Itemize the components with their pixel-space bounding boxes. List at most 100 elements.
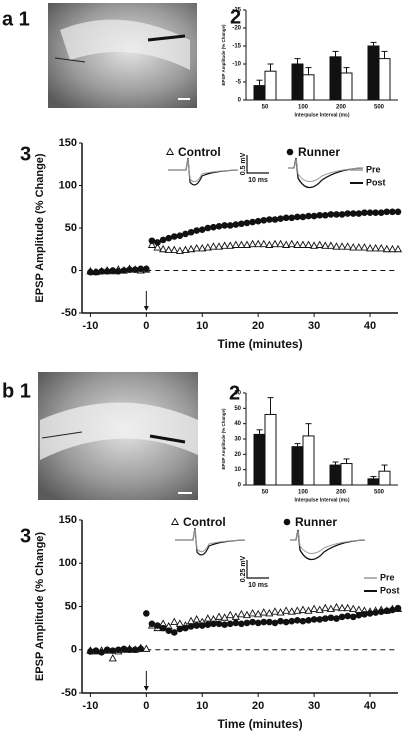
- x-tick-label: 20: [252, 320, 264, 332]
- data-point: [192, 243, 201, 252]
- data-point: [377, 243, 386, 252]
- legend-marker: [283, 518, 291, 526]
- data-point: [282, 214, 290, 222]
- photo-detail: [40, 402, 198, 460]
- data-point: [221, 621, 228, 628]
- y-tick-label: 150: [59, 514, 77, 526]
- post-label: Post: [380, 585, 400, 595]
- stimulus-arrowhead: [143, 686, 149, 691]
- data-point: [193, 227, 200, 234]
- y-tick-label: 60: [234, 391, 241, 397]
- data-point: [271, 619, 279, 627]
- data-point: [249, 618, 256, 626]
- data-point: [142, 644, 151, 652]
- x-tick-label: -10: [82, 320, 98, 332]
- data-point: [108, 653, 117, 662]
- data-point: [361, 610, 368, 618]
- data-point: [193, 622, 200, 629]
- scale-x-label: 10 ms: [248, 177, 268, 184]
- data-point: [355, 611, 363, 619]
- bar: [291, 446, 304, 486]
- legend-label: Runner: [298, 145, 340, 159]
- x-axis-label: Time (minutes): [217, 337, 302, 351]
- photo-detail: [60, 19, 190, 70]
- y-tick-label: 0: [238, 98, 242, 104]
- x-tick-label: 10: [196, 320, 208, 332]
- data-point: [182, 230, 189, 238]
- scale-bar: [246, 155, 269, 174]
- data-point: [254, 239, 263, 248]
- data-point: [231, 240, 240, 248]
- data-point: [115, 646, 122, 654]
- data-point: [249, 218, 256, 226]
- y-tick-label: 0: [71, 264, 77, 276]
- data-point: [209, 242, 218, 250]
- data-point: [254, 609, 263, 618]
- data-point: [282, 606, 291, 614]
- data-point: [394, 208, 402, 216]
- bar: [264, 413, 277, 486]
- data-point: [282, 618, 290, 626]
- data-point: [175, 246, 184, 254]
- x-tick-label: 0: [143, 320, 149, 332]
- y-axis-label: EPSP Amplitude (% Change): [221, 408, 226, 470]
- data-point: [98, 649, 105, 656]
- data-point: [316, 211, 323, 219]
- data-point: [299, 213, 307, 221]
- data-point: [221, 222, 228, 229]
- data-point: [131, 266, 139, 273]
- data-point: [389, 208, 396, 216]
- data-point: [277, 617, 284, 625]
- data-point: [170, 245, 179, 254]
- legend-label: Runner: [295, 515, 337, 529]
- y-tick-label: -20: [232, 26, 241, 32]
- data-point: [137, 645, 145, 653]
- y-axis-label: EPSP Amplitude (% Change): [34, 153, 46, 302]
- y-tick-label: 30: [234, 437, 241, 443]
- data-point: [338, 603, 347, 612]
- data-point: [305, 212, 312, 220]
- data-point: [237, 240, 246, 248]
- bar: [329, 56, 342, 101]
- data-point: [349, 613, 357, 621]
- y-tick-label: 50: [234, 406, 241, 412]
- x-axis-label: Time (minutes): [217, 717, 302, 731]
- data-point: [232, 619, 240, 627]
- electrode: [54, 57, 86, 63]
- post-label: Post: [366, 177, 386, 187]
- data-point: [210, 223, 217, 231]
- data-point: [154, 622, 161, 629]
- data-point: [365, 243, 375, 252]
- data-point: [231, 612, 240, 620]
- data-point: [321, 211, 329, 219]
- data-point: [92, 647, 100, 654]
- data-point: [388, 244, 397, 253]
- data-point: [182, 624, 189, 632]
- data-point: [338, 211, 346, 218]
- data-point: [192, 615, 201, 623]
- data-point: [154, 239, 161, 246]
- data-point: [321, 241, 330, 249]
- panel-label: 3: [20, 143, 31, 165]
- scale-x-label: 10 ms: [248, 582, 268, 589]
- data-point: [120, 645, 128, 653]
- data-point: [170, 629, 178, 636]
- bar: [340, 463, 353, 486]
- data-point: [294, 617, 301, 624]
- data-point: [298, 240, 307, 248]
- data-point: [198, 226, 206, 233]
- bar: [329, 464, 342, 486]
- bar: [302, 74, 315, 101]
- x-axis-label: Interpulse Interval (ms): [294, 112, 349, 118]
- data-point: [360, 243, 369, 251]
- data-point: [238, 620, 245, 628]
- data-point: [203, 243, 212, 251]
- data-point: [343, 603, 352, 612]
- pre-label: Pre: [366, 164, 381, 174]
- y-tick-label: 0: [71, 644, 77, 656]
- data-point: [310, 212, 318, 220]
- data-point: [87, 268, 94, 276]
- x-tick-label: 50: [262, 105, 269, 111]
- bar: [302, 435, 315, 486]
- electrode: [147, 34, 186, 42]
